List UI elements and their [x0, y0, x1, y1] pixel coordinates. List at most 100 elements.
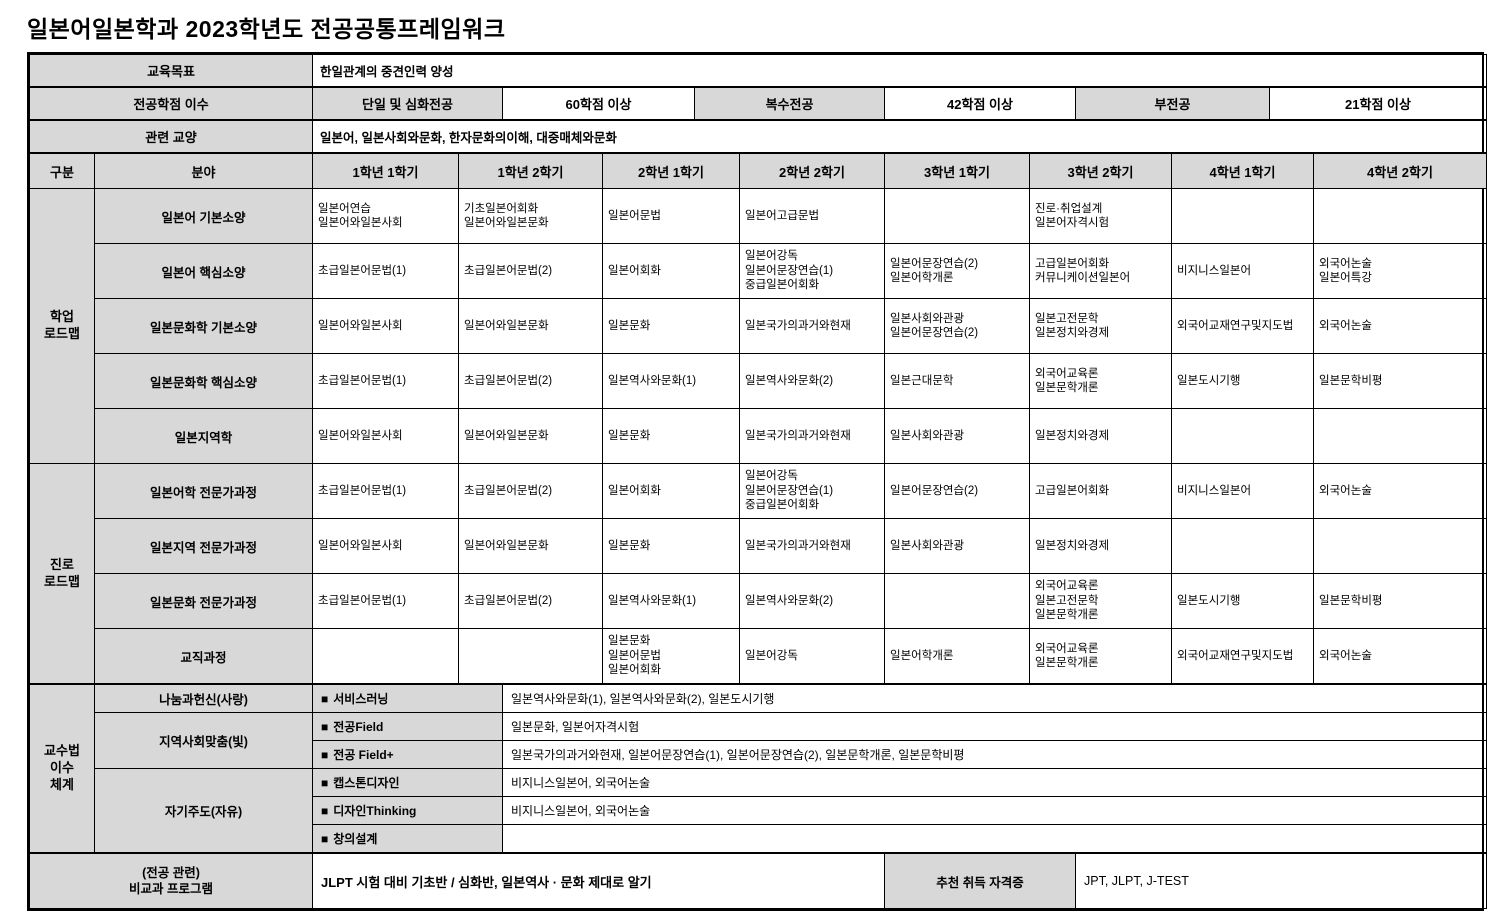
- course-cell: 일본역사와문화(1): [602, 353, 740, 409]
- major-credits-label: 전공학점 이수: [29, 87, 313, 120]
- bullet-square-icon: ■: [321, 832, 329, 846]
- teaching-method: ■ 캡스톤디자인: [312, 768, 503, 797]
- recommended-cert-value: JPT, JLPT, J-TEST: [1075, 853, 1487, 909]
- course-cell: 외국어논술: [1313, 463, 1487, 519]
- course-cell: 일본정치와경제: [1029, 518, 1172, 574]
- bullet-square-icon: ■: [321, 748, 329, 762]
- course-cell: 일본어강독 일본어문장연습(1) 중급일본어회화: [739, 463, 885, 519]
- course-cell: 일본국가의과거와현재: [739, 518, 885, 574]
- course-cell: 일본고전문학 일본정치와경제: [1029, 298, 1172, 354]
- course-cell: 진로·취업설계 일본어자격시험: [1029, 188, 1172, 244]
- teaching-courses: 일본문화, 일본어자격시험: [502, 712, 1487, 741]
- course-cell: 일본어문장연습(2): [884, 463, 1030, 519]
- teaching-method-label: 서비스러닝: [333, 692, 389, 706]
- credit-value: 60학점 이상: [502, 87, 695, 120]
- table-row: 일본문화학 핵심소양 초급일본어문법(1) 초급일본어문법(2) 일본역사와문화(1)…: [30, 353, 1487, 409]
- course-cell: 초급일본어문법(1): [312, 463, 459, 519]
- course-cell: 일본도시기행: [1171, 573, 1314, 629]
- course-cell: 고급일본어회화 커뮤니케이션일본어: [1029, 243, 1172, 299]
- course-cell: 일본사회와관광: [884, 408, 1030, 464]
- credit-value: 42학점 이상: [884, 87, 1076, 120]
- course-cell: 일본어고급문법: [739, 188, 885, 244]
- teaching-method-label: 캡스톤디자인: [333, 776, 400, 790]
- course-cell: 외국어교재연구및지도법: [1171, 298, 1314, 354]
- column-header: 3학년 2학기: [1029, 153, 1172, 189]
- teaching-category: 지역사회맞춤(빛): [94, 712, 313, 769]
- table-row: 일본지역학 일본어와일본사회 일본어와일본문화 일본문화 일본국가의과거와현재 일본사회와…: [30, 408, 1487, 464]
- teaching-method: ■ 창의설계: [312, 824, 503, 853]
- teaching-method-label: 창의설계: [333, 832, 378, 846]
- page-title: 일본어일본학과 2023학년도 전공공통프레임워크: [27, 16, 506, 42]
- bullet-square-icon: ■: [321, 776, 329, 790]
- column-header: 2학년 1학기: [602, 153, 740, 189]
- course-cell: 일본국가의과거와현재: [739, 298, 885, 354]
- teaching-courses: [502, 824, 1487, 853]
- course-cell: 초급일본어문법(1): [312, 353, 459, 409]
- course-cell: [884, 188, 1030, 244]
- table-row: 교수법 이수 체계 나눔과헌신(사랑) ■ 서비스러닝 일본역사와문화(1), 일본역사…: [29, 684, 1487, 853]
- field-label: 일본어 기본소양: [94, 188, 313, 244]
- course-cell: 일본어회화: [602, 463, 740, 519]
- column-header: 2학년 2학기: [739, 153, 885, 189]
- course-cell: 초급일본어문법(2): [458, 353, 603, 409]
- table-row: 자기주도(자유) ■ 캡스톤디자인 비지니스일본어, 외국어논술: [30, 768, 1487, 853]
- course-cell: 일본어강독 일본어문장연습(1) 중급일본어회화: [739, 243, 885, 299]
- table-row: 일본지역 전문가과정 일본어와일본사회 일본어와일본문화 일본문화 일본국가의과거와현재…: [30, 518, 1487, 574]
- teaching-courses: 비지니스일본어, 외국어논술: [502, 796, 1487, 825]
- credit-type: 단일 및 심화전공: [312, 87, 503, 120]
- info-credits-table: 전공학점 이수 단일 및 심화전공 60학점 이상 복수전공 42학점 이상 부…: [29, 87, 1487, 120]
- course-cell: 외국어논술: [1313, 298, 1487, 354]
- course-cell: 일본어연습 일본어와일본사회: [312, 188, 459, 244]
- teaching-courses: 일본국가의과거와현재, 일본어문장연습(1), 일본어문장연습(2), 일본문학…: [502, 740, 1487, 769]
- course-cell: 일본어와일본사회: [312, 408, 459, 464]
- course-cell: 일본사회와관광 일본어문장연습(2): [884, 298, 1030, 354]
- teaching-method: ■ 전공 Field+: [312, 740, 503, 769]
- course-cell: 외국어교재연구및지도법: [1171, 628, 1314, 684]
- field-label: 일본어 핵심소양: [94, 243, 313, 299]
- column-header: 구분: [29, 153, 95, 189]
- course-cell: 기초일본어회화 일본어와일본문화: [458, 188, 603, 244]
- course-cell: 외국어논술: [1313, 628, 1487, 684]
- teaching-method-label: 전공Field: [333, 720, 384, 734]
- education-goal-label: 교육목표: [29, 54, 313, 87]
- field-label: 교직과정: [94, 628, 313, 684]
- course-cell: 일본어와일본문화: [458, 298, 603, 354]
- course-cell: 일본근대문학: [884, 353, 1030, 409]
- teaching-method: ■ 서비스러닝: [312, 684, 503, 713]
- extracurricular-programs: JLPT 시험 대비 기초반 / 심화반, 일본역사 · 문화 제대로 알기: [312, 853, 885, 909]
- course-cell: 일본문학비평: [1313, 573, 1487, 629]
- course-cell: 일본문화: [602, 518, 740, 574]
- course-cell: [1171, 408, 1314, 464]
- field-label: 일본문화 전문가과정: [94, 573, 313, 629]
- course-cell: [458, 628, 603, 684]
- teaching-method: ■ 전공Field: [312, 712, 503, 741]
- course-cell: 초급일본어문법(2): [458, 463, 603, 519]
- teaching-courses: 비지니스일본어, 외국어논술: [502, 768, 1487, 797]
- table-row: 교육목표 한일관계의 중견인력 양성: [29, 54, 1487, 87]
- table-row: 지역사회맞춤(빛) ■ 전공Field 일본문화, 일본어자격시험: [30, 712, 1487, 769]
- info-goal-table: 교육목표 한일관계의 중견인력 양성: [29, 54, 1487, 87]
- course-cell: [1313, 518, 1487, 574]
- course-cell: 일본역사와문화(2): [739, 573, 885, 629]
- extracurricular-table: (전공 관련) 비교과 프로그램 JLPT 시험 대비 기초반 / 심화반, 일…: [29, 853, 1487, 909]
- course-cell: [1313, 408, 1487, 464]
- course-cell: 외국어교육론 일본문학개론: [1029, 353, 1172, 409]
- course-cell: 일본어문법: [602, 188, 740, 244]
- table-row: ■ 디자인Thinking 비지니스일본어, 외국어논술: [30, 796, 1487, 825]
- related-liberal-label: 관련 교양: [29, 120, 313, 153]
- teaching-courses: 일본역사와문화(1), 일본역사와문화(2), 일본도시기행: [502, 684, 1487, 713]
- table-row: 전공학점 이수 단일 및 심화전공 60학점 이상 복수전공 42학점 이상 부…: [29, 87, 1487, 120]
- column-header: 4학년 2학기: [1313, 153, 1487, 189]
- course-cell: 고급일본어회화: [1029, 463, 1172, 519]
- related-liberal-value: 일본어, 일본사회와문화, 한자문화의이해, 대중매체와문화: [312, 120, 1487, 153]
- course-cell: 비지니스일본어: [1171, 243, 1314, 299]
- section-label: 진로 로드맵: [29, 463, 95, 684]
- course-cell: 초급일본어문법(2): [458, 243, 603, 299]
- education-goal-value: 한일관계의 중견인력 양성: [312, 54, 1487, 87]
- teaching-category: 나눔과헌신(사랑): [94, 684, 313, 713]
- course-cell: 일본문화: [602, 298, 740, 354]
- course-cell: 일본역사와문화(1): [602, 573, 740, 629]
- course-cell: 일본어회화: [602, 243, 740, 299]
- table-row: 일본문화 전문가과정 초급일본어문법(1) 초급일본어문법(2) 일본역사와문화(1)…: [30, 573, 1487, 629]
- course-cell: 일본어와일본문화: [458, 408, 603, 464]
